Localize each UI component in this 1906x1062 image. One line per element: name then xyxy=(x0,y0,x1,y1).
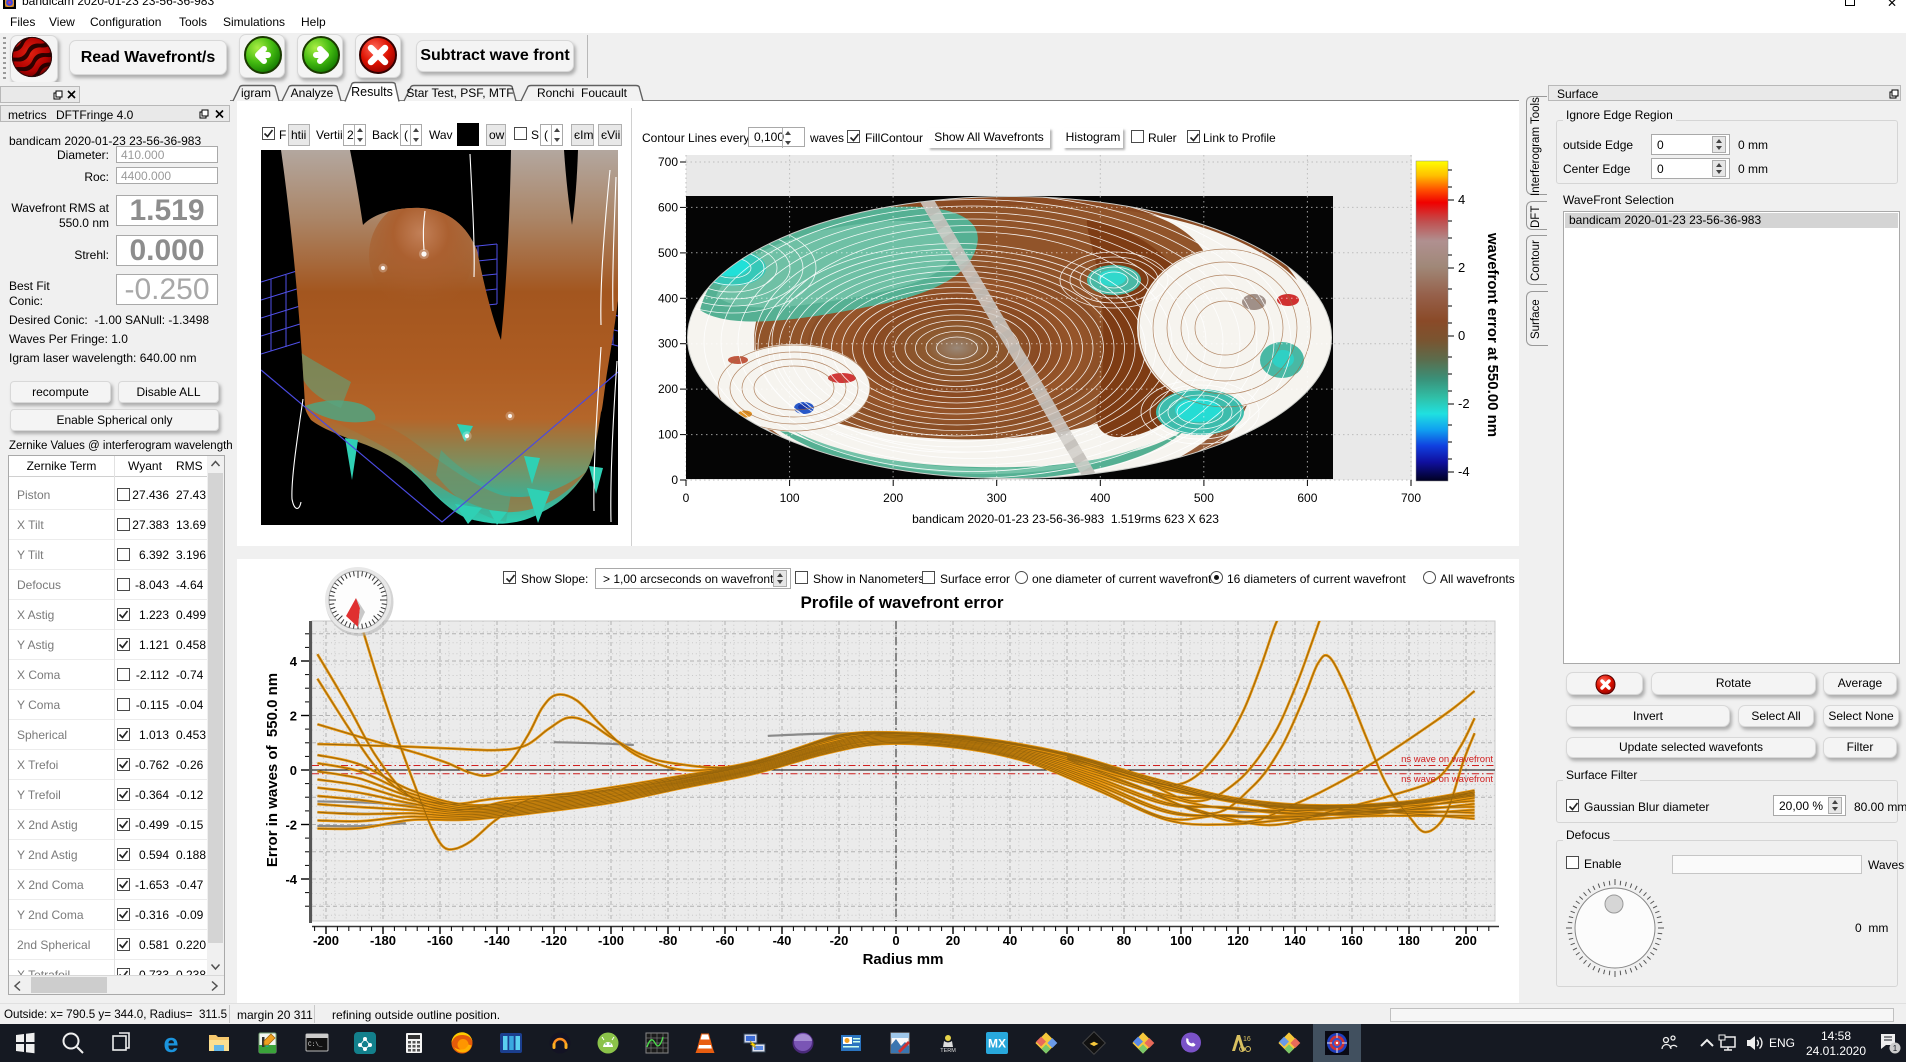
svg-text:40: 40 xyxy=(1003,933,1017,948)
svg-text:-2: -2 xyxy=(285,818,297,833)
svg-text:700: 700 xyxy=(658,155,678,169)
svg-text:500: 500 xyxy=(1194,491,1214,505)
svg-text:500: 500 xyxy=(658,246,678,260)
svg-text:-40: -40 xyxy=(773,933,792,948)
svg-text:400: 400 xyxy=(1090,491,1110,505)
svg-text:14:58: 14:58 xyxy=(1821,1029,1851,1043)
svg-text:-200: -200 xyxy=(313,933,339,948)
svg-text:20: 20 xyxy=(946,933,960,948)
svg-text:Ronchi Foucault: Ronchi Foucault xyxy=(537,86,628,100)
svg-text:100: 100 xyxy=(658,428,678,442)
svg-text:16: 16 xyxy=(1243,1036,1251,1043)
svg-text:-140: -140 xyxy=(484,933,510,948)
svg-text:0: 0 xyxy=(683,491,690,505)
svg-text:-4: -4 xyxy=(1458,464,1470,479)
svg-text:120: 120 xyxy=(1227,933,1249,948)
svg-text:ns wave on wavefront: ns wave on wavefront xyxy=(1401,754,1493,765)
svg-text:Radius mm: Radius mm xyxy=(863,951,944,968)
svg-text:wavefront error at 550.00 nm: wavefront error at 550.00 nm xyxy=(1484,232,1501,437)
svg-text:-20: -20 xyxy=(830,933,849,948)
svg-text:700: 700 xyxy=(1401,491,1421,505)
svg-text:Star Test, PSF, MTF: Star Test, PSF, MTF xyxy=(406,86,513,100)
svg-text:Results: Results xyxy=(351,85,393,99)
svg-text:-60: -60 xyxy=(716,933,735,948)
svg-text:ns wave on wavefront: ns wave on wavefront xyxy=(1401,774,1493,785)
svg-text:200: 200 xyxy=(1455,933,1477,948)
svg-text:-100: -100 xyxy=(598,933,624,948)
svg-text:C:\_: C:\_ xyxy=(308,1041,323,1048)
svg-text:60: 60 xyxy=(1060,933,1074,948)
svg-text:igram: igram xyxy=(241,86,271,100)
svg-text:-160: -160 xyxy=(427,933,453,948)
svg-text:1: 1 xyxy=(1893,1044,1898,1053)
svg-text:0: 0 xyxy=(892,933,899,948)
svg-text:◂▸: ◂▸ xyxy=(1089,1039,1099,1048)
svg-text:ENG: ENG xyxy=(1769,1036,1795,1050)
svg-text:300: 300 xyxy=(987,491,1007,505)
svg-text:MX: MX xyxy=(988,1037,1006,1051)
svg-text:200: 200 xyxy=(883,491,903,505)
svg-text:-180: -180 xyxy=(370,933,396,948)
svg-text:2: 2 xyxy=(290,709,297,724)
svg-text:TERM: TERM xyxy=(940,1048,956,1054)
svg-text:24.01.2020: 24.01.2020 xyxy=(1806,1044,1866,1058)
svg-text:Error in waves of 550.0 nm: Error in waves of 550.0 nm xyxy=(264,673,281,867)
svg-text:80: 80 xyxy=(1117,933,1131,948)
svg-text:0: 0 xyxy=(671,473,678,487)
svg-text:160: 160 xyxy=(1341,933,1363,948)
svg-text:300: 300 xyxy=(658,337,678,351)
svg-text:-4: -4 xyxy=(285,872,297,887)
svg-text:400: 400 xyxy=(658,291,678,305)
svg-text:0: 0 xyxy=(1458,328,1465,343)
svg-text:2: 2 xyxy=(1458,260,1465,275)
svg-text:Analyze: Analyze xyxy=(291,86,334,100)
svg-text:4: 4 xyxy=(1458,192,1465,207)
svg-text:4: 4 xyxy=(290,654,298,669)
svg-text:200: 200 xyxy=(658,382,678,396)
svg-text:100: 100 xyxy=(1170,933,1192,948)
svg-text:140: 140 xyxy=(1284,933,1306,948)
svg-text:600: 600 xyxy=(658,200,678,214)
svg-text:e: e xyxy=(163,1028,178,1058)
svg-text:0: 0 xyxy=(290,763,297,778)
svg-text:-120: -120 xyxy=(541,933,567,948)
svg-text:600: 600 xyxy=(1297,491,1317,505)
svg-text:-2: -2 xyxy=(1458,396,1470,411)
svg-text:-80: -80 xyxy=(659,933,678,948)
svg-text:180: 180 xyxy=(1398,933,1420,948)
svg-text:100: 100 xyxy=(780,491,800,505)
